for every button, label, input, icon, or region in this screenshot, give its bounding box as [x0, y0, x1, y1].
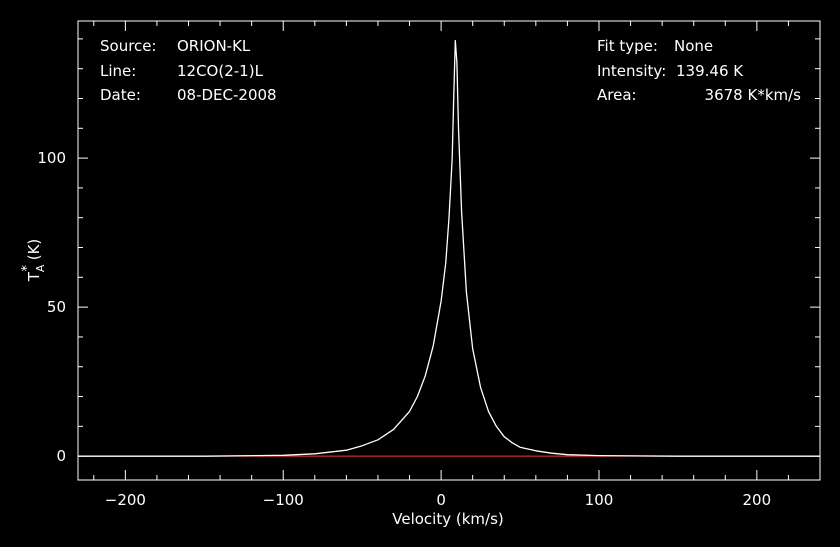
date-label: Date: [100, 86, 141, 104]
axis-ticks [78, 21, 821, 480]
area-value: 3678 K*km/s [705, 86, 802, 104]
axis-tick-labels: −200 −100 0 100 200 0 50 100 [37, 149, 771, 509]
fit-type-value: None [674, 37, 713, 55]
y-axis-label-main: T [25, 271, 43, 282]
line-label: Line: [100, 62, 136, 80]
y-axis-label: TA* (K) [20, 239, 47, 283]
x-axis-label: Velocity (km/s) [392, 510, 503, 528]
line-value: 12CO(2-1)L [177, 62, 264, 80]
spectrum-line [78, 39, 820, 457]
x-tick-label: 200 [743, 491, 772, 509]
y-axis-label-sub: A [34, 264, 47, 272]
fit-type-label: Fit type: [597, 37, 658, 55]
intensity-value: 139.46 K [676, 62, 744, 80]
x-tick-label: −100 [263, 491, 304, 509]
plot-frame [77, 20, 821, 481]
x-tick-label: −200 [105, 491, 146, 509]
y-axis-label-unit: (K) [25, 239, 43, 265]
date-value: 08-DEC-2008 [177, 86, 277, 104]
area-label: Area: [597, 86, 637, 104]
source-label: Source: [100, 37, 157, 55]
source-value: ORION-KL [177, 37, 251, 55]
y-tick-label: 0 [56, 447, 66, 465]
intensity-label: Intensity: [597, 62, 666, 80]
x-tick-label: 100 [585, 491, 614, 509]
y-tick-label: 50 [47, 298, 66, 316]
y-axis-label-sup: * [20, 265, 35, 272]
x-tick-label: 0 [436, 491, 446, 509]
y-tick-label: 100 [37, 149, 66, 167]
